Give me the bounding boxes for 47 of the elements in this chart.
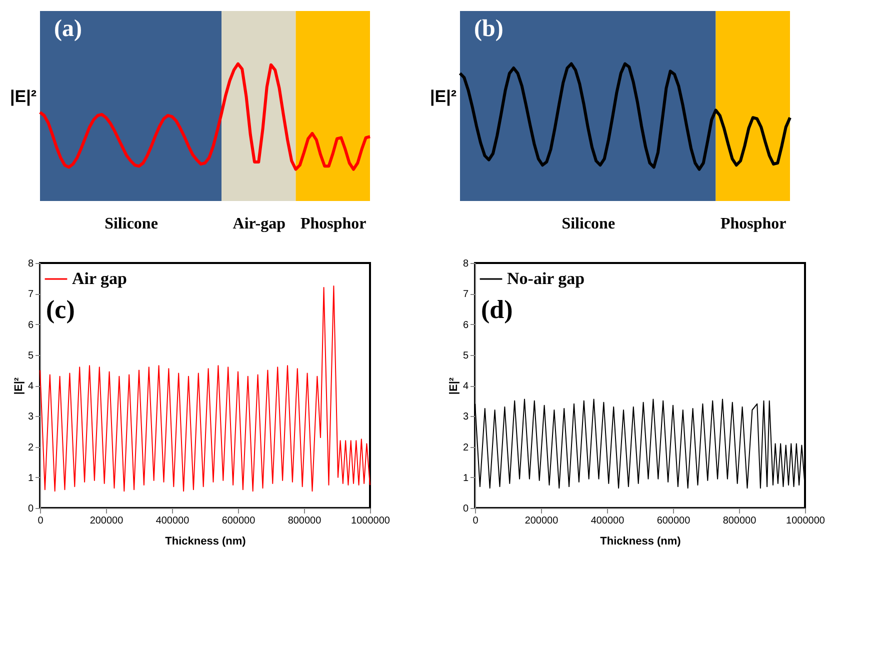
x-tick-label: 600000: [656, 516, 691, 526]
x-tick-label: 200000: [90, 516, 124, 526]
x-tick-label: 400000: [590, 516, 625, 526]
y-tick-label: 6: [462, 320, 469, 331]
y-tick-label: 8: [462, 258, 469, 270]
text: (a): [54, 16, 82, 42]
y-tick-label: 0: [462, 504, 469, 514]
x-tick-label: 800000: [722, 516, 757, 526]
x-tick-label: Phosphor: [720, 216, 786, 232]
y-tick-label: 4: [462, 381, 469, 392]
y-tick-label: 2: [28, 442, 34, 454]
y-tick-label: 3: [28, 412, 34, 423]
y-tick-label: 5: [28, 350, 34, 362]
legend-label: No-air gap: [507, 269, 585, 288]
y-axis-title: |E|²: [430, 87, 457, 106]
x-tick-label: 200000: [524, 516, 559, 526]
y-tick-label: 5: [462, 350, 469, 362]
y-tick-label: 0: [28, 504, 34, 514]
y-tick-label: 4: [28, 381, 34, 392]
annotation: (d): [481, 295, 513, 324]
y-tick-label: 6: [28, 320, 34, 331]
x-tick-label: Silicone: [562, 216, 616, 232]
annotation: (c): [46, 295, 75, 324]
y-tick-label: 8: [28, 258, 34, 270]
x-tick-label: Phosphor: [300, 216, 366, 232]
y-axis-title: |E|²: [10, 87, 37, 106]
x-tick-label: Silicone: [104, 216, 158, 232]
y-axis-title: |E|²: [12, 377, 25, 395]
x-tick-label: Air-gap: [232, 216, 286, 232]
x-tick-label: 600000: [222, 516, 256, 526]
legend-label: Air gap: [72, 269, 127, 288]
x-tick-label: 1000000: [786, 516, 826, 526]
y-tick-label: 1: [28, 472, 34, 484]
text: (b): [474, 16, 504, 42]
x-tick-label: 0: [38, 516, 44, 526]
y-tick-label: 2: [462, 442, 469, 454]
y-tick-label: 7: [462, 289, 469, 300]
x-tick-label: 1000000: [351, 516, 390, 526]
y-tick-label: 1: [462, 472, 469, 484]
x-axis-title: Thickness (nm): [165, 536, 246, 548]
y-tick-label: 7: [28, 289, 34, 300]
y-tick-label: 3: [462, 412, 469, 423]
x-tick-label: 800000: [288, 516, 322, 526]
y-axis-title: |E|²: [448, 377, 460, 395]
x-axis-title: Thickness (nm): [600, 536, 682, 548]
x-tick-label: 0: [472, 516, 479, 526]
x-tick-label: 400000: [156, 516, 190, 526]
